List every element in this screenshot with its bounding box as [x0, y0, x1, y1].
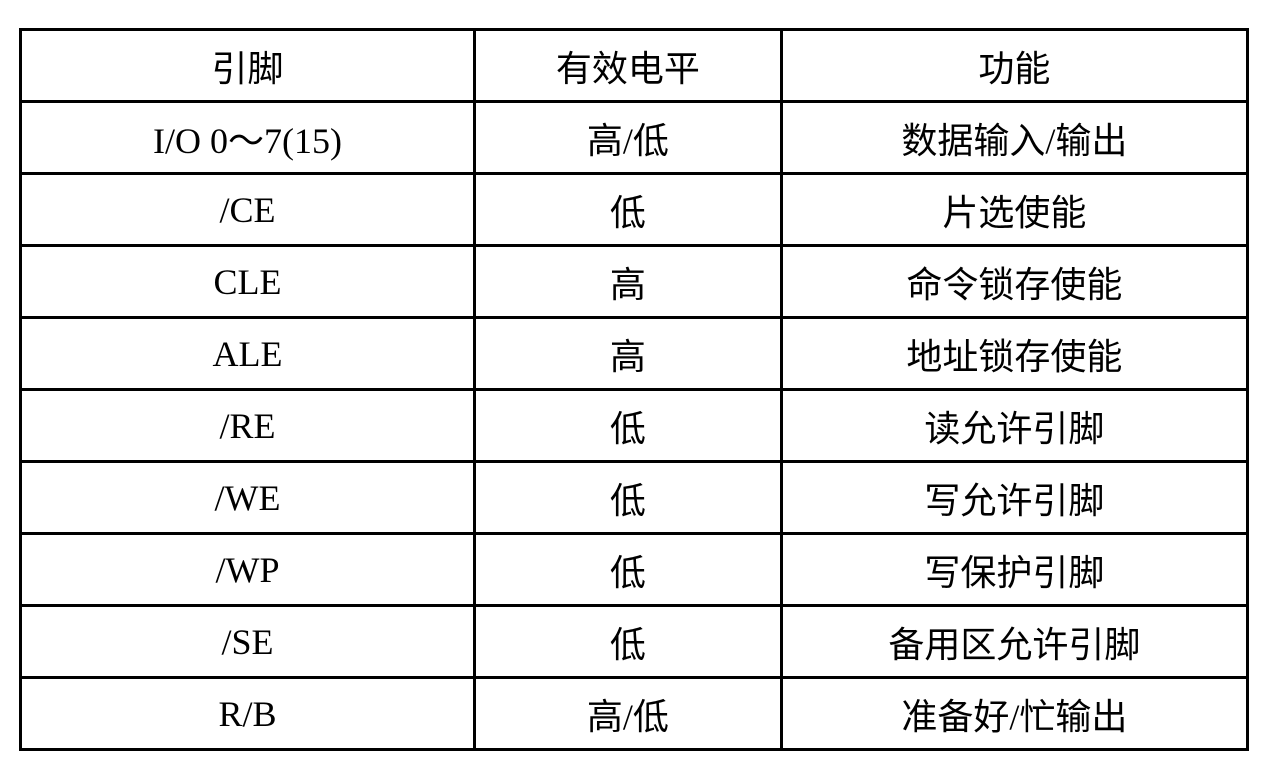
cell-level: 高/低 — [474, 678, 781, 750]
cell-level: 高/低 — [474, 102, 781, 174]
cell-level: 高 — [474, 318, 781, 390]
table-row: CLE 高 命令锁存使能 — [21, 246, 1248, 318]
cell-func: 数据输入/输出 — [781, 102, 1247, 174]
cell-level: 低 — [474, 606, 781, 678]
table-row: ALE 高 地址锁存使能 — [21, 318, 1248, 390]
header-pin: 引脚 — [21, 30, 475, 102]
cell-func: 地址锁存使能 — [781, 318, 1247, 390]
table-row: R/B 高/低 准备好/忙输出 — [21, 678, 1248, 750]
cell-func: 写保护引脚 — [781, 534, 1247, 606]
cell-pin: I/O 0～7(15) — [21, 102, 475, 174]
cell-pin: R/B — [21, 678, 475, 750]
cell-pin: /SE — [21, 606, 475, 678]
cell-level: 低 — [474, 174, 781, 246]
cell-func: 准备好/忙输出 — [781, 678, 1247, 750]
table-header-row: 引脚 有效电平 功能 — [21, 30, 1248, 102]
cell-func: 读允许引脚 — [781, 390, 1247, 462]
cell-pin: ALE — [21, 318, 475, 390]
cell-level: 低 — [474, 534, 781, 606]
cell-func: 备用区允许引脚 — [781, 606, 1247, 678]
cell-func: 写允许引脚 — [781, 462, 1247, 534]
cell-level: 高 — [474, 246, 781, 318]
table-row: /CE 低 片选使能 — [21, 174, 1248, 246]
table-row: /WP 低 写保护引脚 — [21, 534, 1248, 606]
cell-pin: /WP — [21, 534, 475, 606]
cell-level: 低 — [474, 462, 781, 534]
table-row: /SE 低 备用区允许引脚 — [21, 606, 1248, 678]
table-row: /RE 低 读允许引脚 — [21, 390, 1248, 462]
cell-level: 低 — [474, 390, 781, 462]
table-row: /WE 低 写允许引脚 — [21, 462, 1248, 534]
cell-pin: /RE — [21, 390, 475, 462]
header-func: 功能 — [781, 30, 1247, 102]
cell-pin: /WE — [21, 462, 475, 534]
header-level: 有效电平 — [474, 30, 781, 102]
table-row: I/O 0～7(15) 高/低 数据输入/输出 — [21, 102, 1248, 174]
cell-pin: CLE — [21, 246, 475, 318]
cell-pin: /CE — [21, 174, 475, 246]
pin-definition-table: 引脚 有效电平 功能 I/O 0～7(15) 高/低 数据输入/输出 /CE 低… — [19, 28, 1249, 751]
cell-func: 命令锁存使能 — [781, 246, 1247, 318]
cell-func: 片选使能 — [781, 174, 1247, 246]
